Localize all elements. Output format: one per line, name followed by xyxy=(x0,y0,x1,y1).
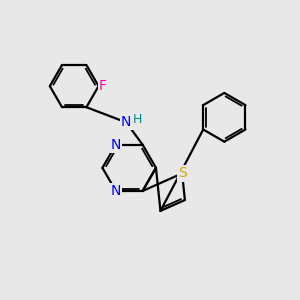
Text: N: N xyxy=(121,116,131,129)
Text: N: N xyxy=(111,138,121,152)
Text: H: H xyxy=(133,113,142,127)
Text: F: F xyxy=(99,79,107,93)
Text: N: N xyxy=(111,184,121,198)
Text: S: S xyxy=(178,167,187,180)
